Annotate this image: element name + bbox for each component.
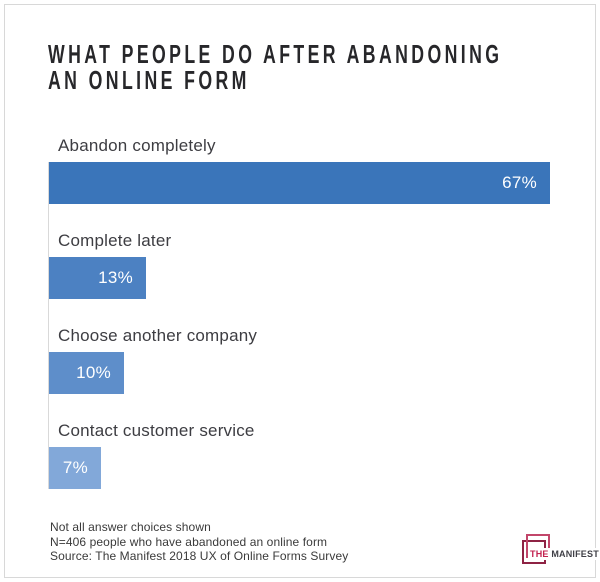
bar-label: Contact customer service xyxy=(58,421,255,440)
bar-choose-another-company: 10% xyxy=(49,352,124,394)
the-manifest-logo: THE MANIFEST xyxy=(518,531,600,571)
footnote-answer-choices: Not all answer choices shown xyxy=(50,520,211,534)
chart-title-line1: WHAT PEOPLE DO AFTER ABANDONING xyxy=(48,39,503,69)
bar-label: Abandon completely xyxy=(58,136,216,155)
logo-word-the: THE xyxy=(530,549,549,559)
bar-abandon-completely: 67% xyxy=(49,162,550,204)
chart-title-line2: AN ONLINE FORM xyxy=(48,65,250,95)
bar-row-choose-another-company: Choose another company 10% xyxy=(49,327,596,422)
footnotes: Not all answer choices shown N=406 peopl… xyxy=(50,520,348,564)
y-axis-line xyxy=(48,162,49,489)
bar-chart: Abandon completely 67% Complete later 13… xyxy=(48,137,596,517)
logo-wordmark: THE MANIFEST xyxy=(528,548,600,560)
bar-value-label: 10% xyxy=(76,363,111,382)
bar-value-label: 13% xyxy=(98,268,133,287)
footnote-sample-size: N=406 people who have abandoned an onlin… xyxy=(50,534,328,549)
bar-label: Choose another company xyxy=(58,326,258,345)
bar-row-abandon-completely: Abandon completely 67% xyxy=(49,137,596,232)
logo-word-manifest: MANIFEST xyxy=(551,549,599,559)
bar-contact-customer-service: 7% xyxy=(49,447,101,489)
bar-value-label: 7% xyxy=(62,458,88,477)
footnote-source: Source: The Manifest 2018 UX of Online F… xyxy=(50,549,349,563)
bar-row-contact-customer-service: Contact customer service 7% xyxy=(49,422,596,517)
bar-complete-later: 13% xyxy=(49,257,146,299)
bar-label: Complete later xyxy=(58,231,172,250)
bar-value-label: 67% xyxy=(502,173,537,192)
chart-title: WHAT PEOPLE DO AFTER ABANDONING AN ONLIN… xyxy=(48,41,502,93)
bar-row-complete-later: Complete later 13% xyxy=(49,232,596,327)
